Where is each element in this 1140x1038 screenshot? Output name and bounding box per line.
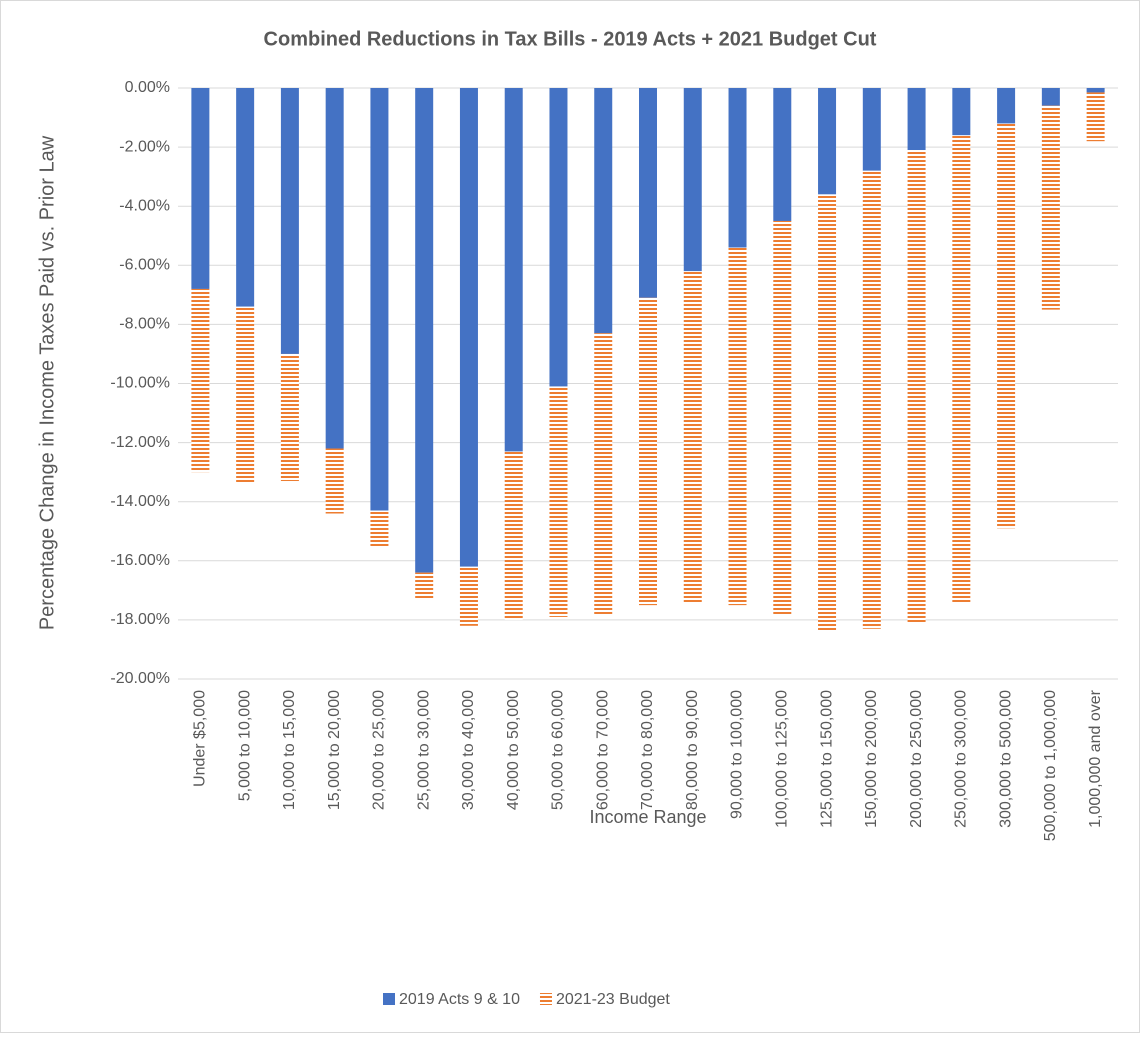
bar-segment xyxy=(594,333,613,614)
chart-title: Combined Reductions in Tax Bills - 2019 … xyxy=(264,28,877,50)
legend-label: 2021-23 Budget xyxy=(556,991,670,1008)
bar-segment xyxy=(415,572,434,600)
x-tick-label: Under $5,000 xyxy=(192,690,209,787)
bar-segment xyxy=(236,88,255,307)
legend: 2019 Acts 9 & 10 2021-23 Budget xyxy=(383,991,670,1008)
y-tick-label: -20.00% xyxy=(110,670,170,687)
bar-segment xyxy=(549,88,568,387)
bar-segment xyxy=(1041,105,1060,310)
bar-segment xyxy=(1086,92,1105,142)
x-tick-label: 50,000 to 60,000 xyxy=(550,690,567,810)
bar-segment xyxy=(818,88,837,195)
x-tick-label: 40,000 to 50,000 xyxy=(505,690,522,810)
x-tick-label: 150,000 to 200,000 xyxy=(863,690,880,828)
y-axis-label: Percentage Change in Income Taxes Paid v… xyxy=(36,135,58,630)
bar-segment xyxy=(1041,88,1060,106)
bar-segment xyxy=(325,448,344,514)
bar-segment xyxy=(683,88,702,272)
x-tick-label: 70,000 to 80,000 xyxy=(639,690,656,810)
x-tick-label: 25,000 to 30,000 xyxy=(415,690,432,810)
x-tick-label: 90,000 to 100,000 xyxy=(729,690,746,819)
bar-segment xyxy=(818,194,837,632)
bar-segment xyxy=(236,306,255,484)
bar-segment xyxy=(370,510,389,547)
bar-segment xyxy=(952,135,971,603)
x-tick-label: 200,000 to 250,000 xyxy=(908,690,925,828)
bar-segment xyxy=(862,170,881,629)
x-tick-label: 100,000 to 125,000 xyxy=(774,690,791,828)
x-tick-label: 10,000 to 15,000 xyxy=(281,690,298,810)
bar-segment xyxy=(594,88,613,334)
bar-segment xyxy=(1086,88,1105,93)
bar-segment xyxy=(997,123,1016,529)
legend-label: 2019 Acts 9 & 10 xyxy=(399,991,520,1008)
y-tick-label: -12.00% xyxy=(110,434,170,451)
x-tick-label: 80,000 to 90,000 xyxy=(684,690,701,810)
y-tick-label: -14.00% xyxy=(110,493,170,510)
bar-segment xyxy=(683,271,702,603)
bar-segment xyxy=(728,247,747,606)
bar-segment xyxy=(280,353,299,482)
bar-segment xyxy=(504,88,523,452)
bar-segment xyxy=(773,220,792,614)
bar-segment xyxy=(504,451,523,620)
bar-segment xyxy=(459,88,478,567)
x-tick-label: 60,000 to 70,000 xyxy=(594,690,611,810)
x-tick-label: 250,000 to 300,000 xyxy=(953,690,970,828)
y-tick-label: -2.00% xyxy=(119,138,170,155)
bar-segment xyxy=(728,88,747,248)
bar-segment xyxy=(862,88,881,171)
x-tick-label: 1,000,000 and over xyxy=(1087,689,1104,828)
y-tick-label: -8.00% xyxy=(119,316,170,333)
x-axis-label: Income Range xyxy=(589,807,706,827)
x-tick-label: 30,000 to 40,000 xyxy=(460,690,477,810)
x-tick-label: 300,000 to 500,000 xyxy=(997,690,1014,828)
y-tick-label: -10.00% xyxy=(110,375,170,392)
bar-segment xyxy=(459,566,478,626)
bar-segment xyxy=(773,88,792,221)
y-tick-label: -4.00% xyxy=(119,197,170,214)
bar-segment xyxy=(191,88,210,289)
legend-swatch xyxy=(539,993,552,1005)
bar-segment xyxy=(907,150,926,623)
bar-segment xyxy=(415,88,434,573)
bar-segment xyxy=(639,297,657,606)
x-tick-label: 125,000 to 150,000 xyxy=(818,690,835,828)
y-tick-label: -6.00% xyxy=(119,257,170,274)
bar-segment xyxy=(952,88,971,136)
y-tick-label: -18.00% xyxy=(110,611,170,628)
y-tick-label: -16.00% xyxy=(110,552,170,569)
bar-segment xyxy=(639,88,657,298)
bar-segment xyxy=(370,88,389,511)
legend-swatch xyxy=(383,993,395,1005)
x-tick-label: 15,000 to 20,000 xyxy=(326,690,343,810)
bar-segment xyxy=(280,88,299,354)
x-tick-label: 5,000 to 10,000 xyxy=(236,690,253,801)
bar-segment xyxy=(549,386,568,617)
bar-segment xyxy=(907,88,926,151)
bar-segment xyxy=(325,88,344,449)
x-tick-label: 500,000 to 1,000,000 xyxy=(1042,690,1059,841)
bar-segment xyxy=(997,88,1016,124)
bar-segment xyxy=(191,288,210,473)
y-tick-label: 0.00% xyxy=(125,79,170,96)
x-tick-label: 20,000 to 25,000 xyxy=(371,690,388,810)
